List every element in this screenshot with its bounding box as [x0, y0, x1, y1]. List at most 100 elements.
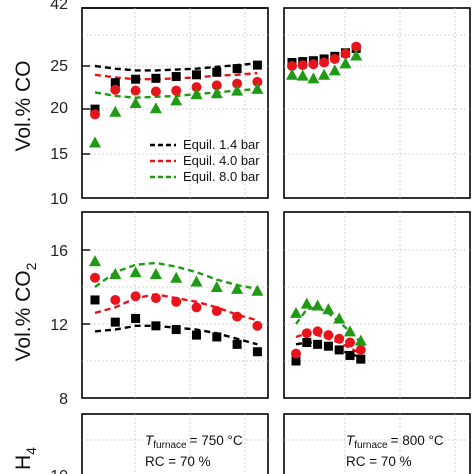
y-tick-marks: [82, 65, 90, 325]
data-point-circle: [232, 78, 243, 89]
panel-frame: [283, 7, 471, 199]
tick-label: 8: [59, 391, 68, 408]
data-point-triangle: [89, 255, 101, 267]
data-point-square: [313, 339, 323, 349]
data-point-circle: [291, 348, 301, 359]
panel-co2-left: [81, 211, 269, 399]
data-point-circle: [351, 41, 362, 52]
data-point-circle: [334, 333, 345, 344]
data-point-circle: [287, 61, 297, 71]
data-point-triangle: [328, 64, 341, 76]
data-point-square: [302, 338, 312, 347]
panel-frame: [283, 211, 471, 399]
data-point-circle: [211, 80, 222, 91]
data-point-circle: [355, 344, 366, 355]
panel-co-right: [283, 7, 471, 199]
data-point-circle: [345, 337, 355, 348]
panel-ch4-right: [283, 413, 471, 474]
tick-label: 20: [50, 100, 68, 117]
data-point-square: [110, 317, 120, 327]
data-point-square: [192, 70, 201, 80]
data-point-triangle: [286, 68, 298, 80]
data-point-triangle: [296, 69, 309, 81]
data-point-triangle: [210, 281, 223, 292]
data-point-triangle: [190, 88, 203, 100]
data-point-circle: [308, 59, 319, 70]
legend-label: Equil. 1.4 bar: [183, 137, 260, 152]
data-point-square: [232, 64, 242, 74]
data-point-square: [334, 345, 344, 355]
panel-co2-right: [283, 211, 471, 399]
data-point-triangle: [231, 282, 244, 294]
data-point-triangle: [129, 266, 142, 278]
data-point-circle: [171, 296, 182, 307]
rc-right: RC = 70 %: [346, 454, 412, 469]
data-point-circle: [232, 311, 243, 322]
data-point-square: [345, 350, 355, 360]
data-point-circle: [150, 293, 161, 304]
data-point-square: [192, 330, 201, 340]
furnace-temperature-right: Tfurnace = 800 °C: [346, 433, 444, 451]
data-point-square: [131, 313, 141, 323]
data-point-circle: [130, 291, 141, 302]
y-axis-label-ch4: H4: [12, 447, 39, 470]
legend: Equil. 1.4 bar Equil. 4.0 bar Equil. 8.0…: [150, 137, 260, 184]
data-point-triangle: [322, 303, 335, 315]
data-point-circle: [90, 109, 100, 120]
data-point-triangle: [170, 94, 183, 106]
grid-layer: [82, 8, 470, 474]
data-point-square: [110, 78, 120, 88]
data-point-square: [171, 325, 181, 335]
data-point-square: [212, 332, 222, 342]
data-points-layer: [89, 41, 367, 366]
data-point-square: [323, 341, 333, 351]
data-point-triangle: [231, 84, 244, 96]
data-point-circle: [110, 84, 121, 95]
tick-label: 25: [50, 58, 68, 75]
data-point-circle: [130, 85, 141, 96]
data-point-circle: [297, 60, 308, 71]
data-point-circle: [110, 294, 121, 305]
equilibrium-line: [94, 261, 258, 291]
data-point-circle: [191, 82, 202, 93]
data-point-triangle: [290, 306, 302, 318]
panel-co-left: [81, 7, 269, 199]
data-point-triangle: [109, 268, 122, 280]
data-point-triangle: [149, 268, 162, 280]
panel-frame: [81, 211, 269, 399]
data-point-triangle: [339, 57, 352, 69]
data-point-square: [356, 354, 366, 364]
data-point-circle: [252, 320, 263, 331]
data-point-circle: [90, 272, 100, 283]
y-axis-label-co2: Vol.% CO2: [12, 262, 39, 361]
data-point-square: [171, 72, 181, 82]
data-point-circle: [150, 86, 161, 97]
data-point-square: [90, 295, 100, 305]
panel-frame: [283, 413, 471, 474]
tick-label: 10: [50, 191, 68, 208]
data-point-square: [291, 356, 301, 366]
data-point-triangle: [170, 271, 183, 283]
furnace-temperature-left: Tfurnace = 750 °C: [145, 433, 243, 451]
data-point-circle: [191, 302, 202, 313]
data-point-triangle: [344, 325, 356, 337]
legend-label: Equil. 4.0 bar: [183, 153, 260, 168]
data-point-triangle: [251, 284, 264, 296]
data-point-circle: [301, 328, 312, 339]
data-point-circle: [340, 48, 351, 59]
tick-label: 15: [50, 146, 68, 163]
tick-label: 10: [50, 468, 68, 474]
data-point-triangle: [307, 72, 320, 84]
panel-frame: [81, 413, 269, 474]
data-point-triangle: [190, 275, 203, 287]
data-point-square: [212, 67, 222, 77]
data-point-triangle: [333, 312, 346, 324]
data-point-triangle: [300, 297, 313, 309]
data-point-triangle: [149, 102, 162, 114]
data-point-square: [90, 104, 100, 114]
legend-label: Equil. 8.0 bar: [183, 169, 260, 184]
data-point-triangle: [318, 68, 331, 80]
data-point-triangle: [311, 299, 324, 311]
data-point-square: [151, 73, 161, 83]
rc-left: RC = 70 %: [145, 454, 211, 469]
